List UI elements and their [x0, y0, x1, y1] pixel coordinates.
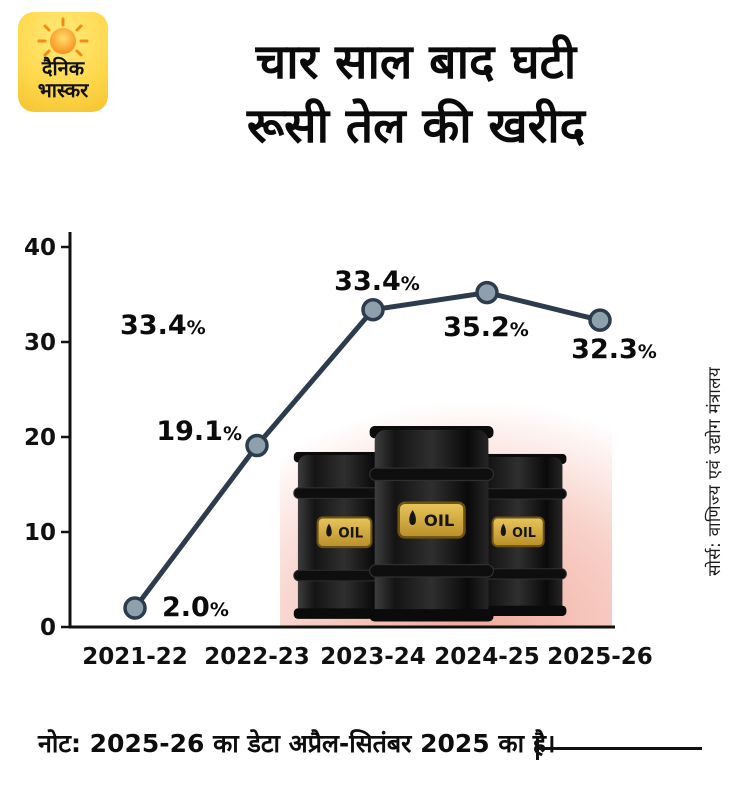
extra-value-annotation: 33.4% — [120, 310, 206, 341]
dainik-bhaskar-logo: दैनिक भास्कर — [18, 12, 108, 112]
y-axis-tick-label: 0 — [40, 615, 56, 641]
page-title: चार साल बाद घटी रूसी तेल की खरीद — [112, 30, 720, 159]
footnote-text: नोट: 2025-26 का डेटा अप्रैल-सितंबर 2025 … — [38, 729, 556, 758]
y-axis-tick-label: 40 — [24, 235, 56, 261]
y-axis-tick-label: 10 — [24, 520, 56, 546]
y-axis-tick-label: 30 — [24, 330, 56, 356]
data-point-marker — [475, 280, 499, 305]
x-axis-category-label: 2021-22 — [82, 644, 188, 670]
y-axis-tick-label: 20 — [24, 425, 56, 451]
data-point-marker — [123, 596, 147, 620]
oil-barrels-illustration: OIL — [292, 426, 568, 623]
value-label: 2.0% — [162, 592, 229, 623]
data-point-marker — [245, 433, 269, 458]
oil-barrel-center — [368, 426, 495, 623]
value-label: 35.2% — [443, 312, 529, 343]
x-axis-category-label: 2023-24 — [320, 644, 426, 670]
footnote-rule-line — [539, 746, 702, 750]
x-axis-category-label: 2022-23 — [204, 644, 310, 670]
value-label: 33.4% — [334, 266, 420, 297]
data-point-marker — [361, 297, 385, 322]
value-label: 19.1% — [156, 416, 242, 447]
title-line2: रूसी तेल की खरीद — [246, 98, 586, 155]
data-point-marker — [588, 308, 612, 332]
brand-name-line1: दैनिक — [41, 56, 85, 80]
brand-name-line2: भास्कर — [37, 78, 89, 102]
footnote-rule — [536, 736, 702, 760]
title-line1: चार साल बाद घटी — [255, 34, 577, 90]
x-axis-category-label: 2025-26 — [547, 644, 653, 670]
x-axis-category-label: 2024-25 — [434, 644, 540, 670]
value-label: 32.3% — [571, 334, 657, 365]
footnote-rule-tick — [536, 736, 539, 760]
sun-icon — [37, 17, 89, 57]
